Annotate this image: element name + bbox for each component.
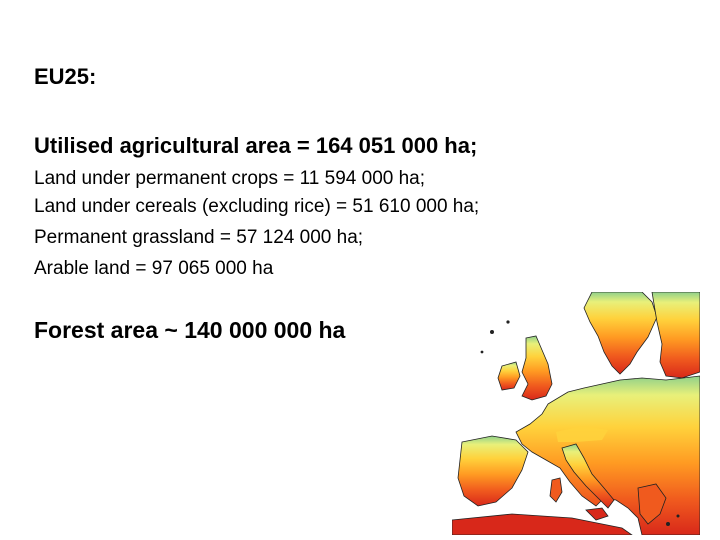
ireland-shape xyxy=(497,361,521,391)
iberia-shape xyxy=(457,435,529,507)
grassland-line: Permanent grassland = 57 124 000 ha; xyxy=(34,227,364,248)
island-dot xyxy=(666,522,670,526)
island-dot xyxy=(490,330,494,334)
north-africa-shape xyxy=(452,513,633,535)
forest-area: Forest area ~ 140 000 000 ha xyxy=(34,317,346,343)
europe-heat-map xyxy=(452,292,700,535)
cereals-line: Land under cereals (excluding rice) = 51… xyxy=(34,196,480,217)
heading-eu25: EU25: xyxy=(34,64,97,89)
island-dot xyxy=(676,514,680,518)
greece-shape xyxy=(637,483,667,525)
italy-shape xyxy=(561,443,615,509)
arable-land-line: Arable land = 97 065 000 ha xyxy=(34,258,274,279)
alps-region xyxy=(556,426,608,442)
europe-map-svg xyxy=(452,292,700,535)
finland-baltic-shape xyxy=(651,292,700,379)
sicily-shape xyxy=(585,507,609,521)
island-dot xyxy=(480,350,484,354)
island-dot xyxy=(506,320,510,324)
permanent-crops-line: Land under permanent crops = 11 594 000 … xyxy=(34,168,426,189)
great-britain-shape xyxy=(521,335,553,401)
scandinavia-shape xyxy=(583,292,658,375)
utilised-agricultural-area: Utilised agricultural area = 164 051 000… xyxy=(34,133,478,158)
sardinia-shape xyxy=(549,477,563,503)
